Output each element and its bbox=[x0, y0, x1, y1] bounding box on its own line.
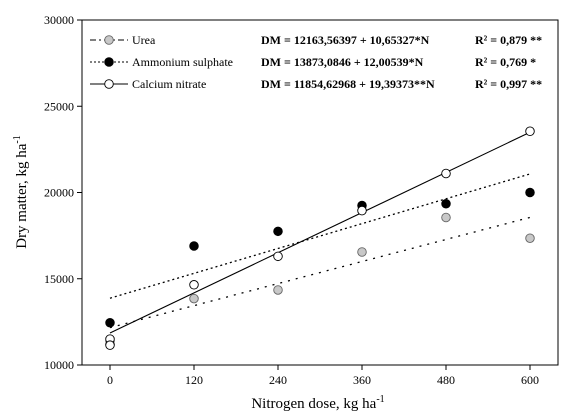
trend-line-2 bbox=[109, 131, 531, 334]
y-axis-title: Dry matter, kg ha-1 bbox=[12, 135, 30, 249]
legend-label-2: Calcium nitrate bbox=[132, 77, 206, 91]
data-point-series-2 bbox=[441, 168, 451, 179]
y-tick-label: 10000 bbox=[44, 358, 74, 372]
data-point-series-1 bbox=[273, 226, 283, 237]
legend-label-0: Urea bbox=[132, 33, 156, 47]
data-point-series-1 bbox=[441, 198, 451, 209]
plot-frame bbox=[81, 19, 559, 366]
x-tick-label: 120 bbox=[185, 373, 203, 387]
legend-equation-0: DM = 12163,56397 + 10,65327*N bbox=[261, 33, 430, 47]
y-tick-label: 25000 bbox=[44, 99, 74, 113]
legend-r2-1: R² = 0,769 * bbox=[475, 55, 536, 69]
legend-label-1: Ammonium sulphate bbox=[132, 55, 233, 69]
plot-area bbox=[81, 19, 559, 366]
x-tick-label: 360 bbox=[353, 373, 371, 387]
data-point-series-2 bbox=[189, 280, 199, 290]
data-point-series-1 bbox=[525, 187, 535, 198]
legend-marker-2 bbox=[104, 79, 114, 89]
x-axis: 0 120 240 360 480 600 bbox=[107, 365, 539, 387]
y-tick-label: 15000 bbox=[44, 272, 74, 286]
data-point-series-0 bbox=[189, 293, 199, 304]
data-point-series-0 bbox=[273, 285, 283, 295]
data-point-series-2 bbox=[525, 126, 535, 137]
data-point-series-0 bbox=[441, 212, 451, 223]
data-point-series-1 bbox=[105, 317, 115, 328]
legend-equation-2: DM = 11854,62968 + 19,39373**N bbox=[261, 77, 435, 91]
legend: Urea DM = 12163,56397 + 10,65327*N R² = 0,… bbox=[90, 33, 542, 91]
x-tick-label: 240 bbox=[269, 373, 287, 387]
trend-lines bbox=[109, 131, 531, 334]
legend-r2-0: R² = 0,879 ** bbox=[475, 33, 542, 47]
y-tick-label: 20000 bbox=[44, 186, 74, 200]
legend-equation-1: DM = 13873,0846 + 12,00539*N bbox=[261, 55, 424, 69]
data-points bbox=[105, 126, 535, 350]
data-point-series-2 bbox=[357, 205, 367, 216]
legend-marker-0 bbox=[104, 35, 114, 45]
x-tick-label: 600 bbox=[521, 373, 539, 387]
y-axis: 10000 15000 20000 25000 30000 bbox=[44, 13, 82, 372]
data-point-series-2 bbox=[105, 340, 115, 350]
y-tick-label: 30000 bbox=[44, 13, 74, 27]
trend-line-0 bbox=[109, 216, 531, 329]
legend-r2-2: R² = 0,997 ** bbox=[475, 77, 542, 91]
data-point-series-0 bbox=[357, 247, 367, 257]
x-tick-label: 480 bbox=[437, 373, 455, 387]
x-axis-title: Nitrogen dose, kg ha-1 bbox=[251, 394, 384, 412]
data-point-series-0 bbox=[525, 233, 535, 243]
legend-marker-1 bbox=[104, 57, 114, 67]
x-tick-label: 0 bbox=[107, 373, 113, 387]
trend-line-1 bbox=[109, 173, 531, 299]
data-point-series-2 bbox=[273, 251, 283, 262]
data-point-series-1 bbox=[189, 241, 199, 251]
